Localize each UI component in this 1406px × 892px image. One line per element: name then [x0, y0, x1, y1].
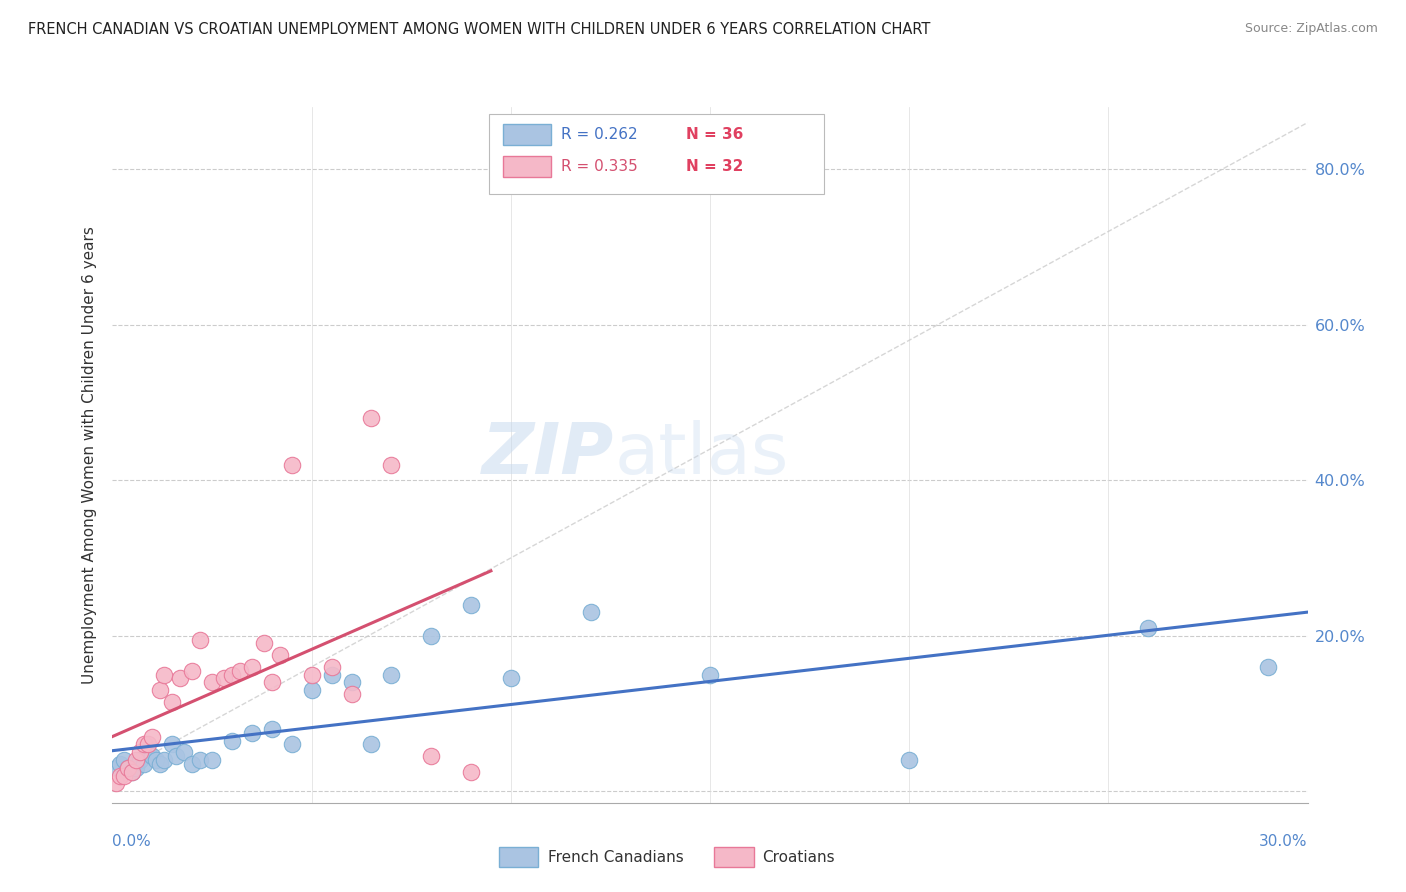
Point — [420, 629, 443, 643]
Point — [898, 753, 921, 767]
Point — [181, 756, 204, 771]
Point — [321, 659, 343, 673]
Text: Source: ZipAtlas.com: Source: ZipAtlas.com — [1244, 22, 1378, 36]
Point — [129, 753, 152, 767]
Point — [138, 738, 160, 752]
Point — [240, 726, 263, 740]
Point — [281, 458, 304, 472]
Point — [141, 749, 163, 764]
Point — [129, 745, 152, 759]
Point — [201, 753, 224, 767]
Point — [181, 664, 204, 678]
Point — [188, 632, 211, 647]
Point — [1257, 659, 1279, 673]
Point — [229, 664, 252, 678]
Text: R = 0.335: R = 0.335 — [561, 159, 637, 174]
Point — [125, 761, 148, 775]
Point — [117, 761, 139, 775]
Text: 0.0%: 0.0% — [112, 834, 152, 849]
Point — [173, 745, 195, 759]
Point — [340, 687, 363, 701]
Point — [579, 605, 602, 619]
Text: FRENCH CANADIAN VS CROATIAN UNEMPLOYMENT AMONG WOMEN WITH CHILDREN UNDER 6 YEARS: FRENCH CANADIAN VS CROATIAN UNEMPLOYMENT… — [28, 22, 931, 37]
Point — [221, 733, 243, 747]
Point — [114, 768, 135, 782]
FancyBboxPatch shape — [503, 124, 551, 145]
Point — [169, 672, 191, 686]
Point — [149, 683, 172, 698]
Point — [201, 675, 224, 690]
Point — [141, 730, 163, 744]
Point — [114, 753, 135, 767]
Text: French Canadians: French Canadians — [548, 850, 685, 864]
Point — [153, 667, 176, 681]
Point — [121, 764, 143, 779]
Point — [460, 598, 482, 612]
Point — [153, 753, 176, 767]
Point — [240, 659, 263, 673]
Point — [360, 411, 382, 425]
Point — [301, 667, 323, 681]
Point — [125, 753, 148, 767]
Point — [149, 756, 172, 771]
Point — [212, 672, 235, 686]
Point — [321, 667, 343, 681]
Point — [134, 756, 156, 771]
Point — [281, 738, 304, 752]
Point — [301, 683, 323, 698]
Point — [105, 776, 128, 790]
Point — [253, 636, 276, 650]
Point — [121, 764, 143, 779]
Point — [117, 761, 139, 775]
Point — [260, 675, 283, 690]
Point — [1137, 621, 1160, 635]
FancyBboxPatch shape — [503, 156, 551, 177]
Text: R = 0.262: R = 0.262 — [561, 128, 637, 143]
Point — [162, 695, 183, 709]
Text: Croatians: Croatians — [762, 850, 835, 864]
Point — [188, 753, 211, 767]
Point — [134, 738, 156, 752]
Point — [162, 738, 183, 752]
Point — [499, 672, 522, 686]
Text: N = 32: N = 32 — [686, 159, 744, 174]
Point — [221, 667, 243, 681]
Point — [420, 749, 443, 764]
Point — [110, 756, 132, 771]
Y-axis label: Unemployment Among Women with Children Under 6 years: Unemployment Among Women with Children U… — [82, 226, 97, 684]
Text: N = 36: N = 36 — [686, 128, 744, 143]
Point — [105, 761, 128, 775]
Point — [460, 764, 482, 779]
Point — [360, 738, 382, 752]
Text: 30.0%: 30.0% — [1260, 834, 1308, 849]
Point — [380, 667, 402, 681]
Point — [260, 722, 283, 736]
Point — [699, 667, 721, 681]
Point — [269, 648, 291, 662]
Point — [165, 749, 187, 764]
Point — [145, 753, 167, 767]
Point — [340, 675, 363, 690]
Point — [380, 458, 402, 472]
Point — [110, 768, 132, 782]
Point — [138, 745, 160, 759]
FancyBboxPatch shape — [489, 114, 824, 194]
Text: atlas: atlas — [614, 420, 789, 490]
Text: ZIP: ZIP — [482, 420, 614, 490]
